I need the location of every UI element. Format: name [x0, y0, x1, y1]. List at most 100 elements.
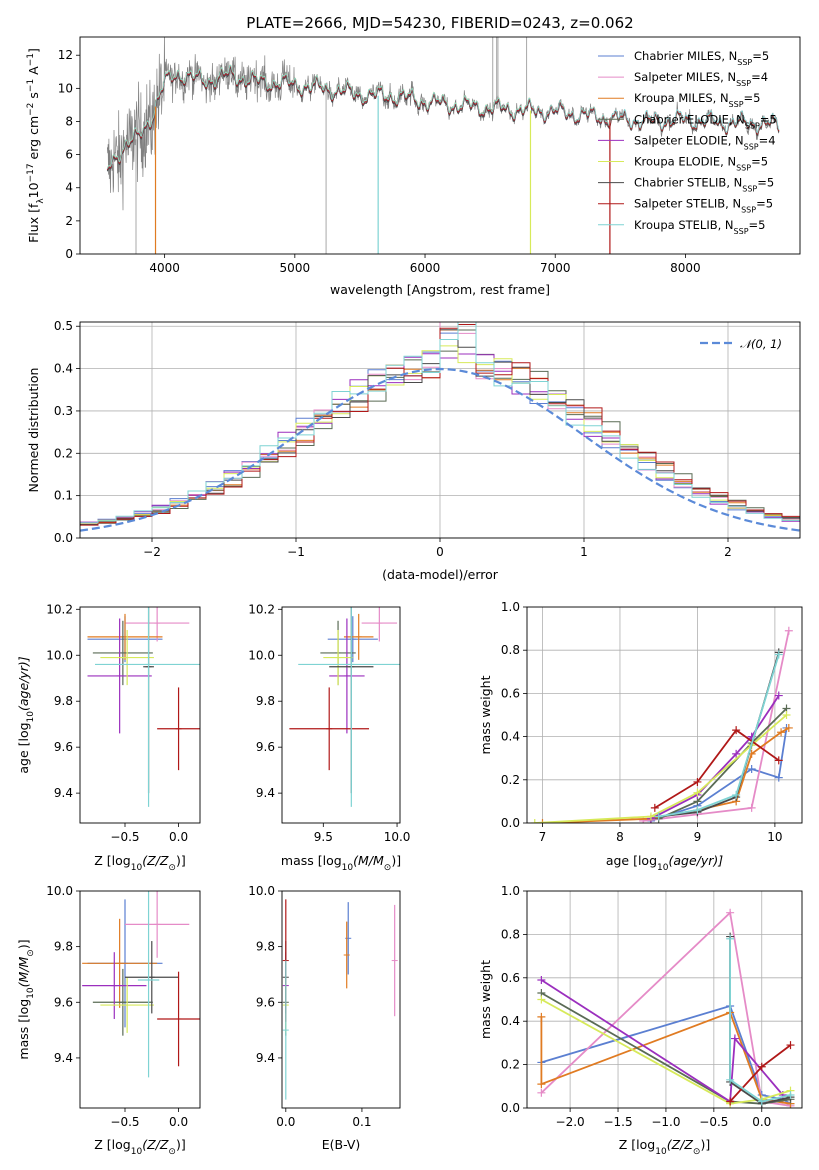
- x-tick-label: 0: [436, 545, 444, 559]
- x-tick-label: 4000: [149, 261, 180, 275]
- weight-marker: [730, 1034, 739, 1043]
- axes-frame: [79, 890, 201, 1109]
- ylabel-label-part: (M/M: [16, 957, 31, 988]
- ylabel-label-part: erg cm: [26, 116, 41, 164]
- xlabel-axis-label: Z [log10(Z/Z⊙)]: [94, 853, 185, 873]
- errorbar-kroupa_elodie: [323, 629, 353, 686]
- plot-area-residuals: [80, 322, 800, 538]
- errorbar-salpeter_miles: [391, 904, 398, 1017]
- legend-entry: Kroupa MILES, NSSP=5: [634, 91, 760, 109]
- y-tick-label: 0.1: [54, 489, 73, 503]
- weight-line-kroupa_stelib: [729, 938, 791, 1103]
- y-tick-label: 0.3: [54, 404, 73, 418]
- weight-line-kroupa_elodie: [540, 998, 791, 1105]
- y-tick-label: 9.8: [256, 694, 275, 708]
- x-tick-label: −2: [143, 545, 161, 559]
- weight-marker: [757, 1062, 766, 1071]
- y-tick-label: 9.6: [256, 995, 275, 1009]
- xlabel-axis-label: Z [log10(Z/Z⊙)]: [94, 1137, 185, 1157]
- y-tick-label: 9.6: [54, 995, 73, 1009]
- weight-marker: [537, 1080, 546, 1089]
- axes-frame: [281, 606, 401, 824]
- x-tick-label: −1.5: [603, 1115, 632, 1129]
- xlabel-label-part: 10: [342, 863, 354, 873]
- model-kroupa_stelib: [106, 64, 780, 169]
- y-tick-label: 9.8: [256, 940, 275, 954]
- xlabel-axis-label: E(B-V): [322, 1137, 361, 1152]
- plot-area-mass_vs_ebv: [282, 899, 398, 1100]
- weight-marker: [726, 908, 735, 917]
- xlabel-label-part: mass [log: [281, 853, 342, 868]
- legend-name: Salpeter STELIB, N: [634, 197, 741, 211]
- y-tick-label: 0.6: [501, 686, 520, 700]
- weight-marker: [646, 812, 655, 821]
- legend-entry: Salpeter STELIB, NSSP=5: [634, 197, 773, 215]
- ylabel-label-part: −1: [26, 79, 36, 92]
- x-tick-label: 6000: [410, 261, 441, 275]
- ylabel-label-part: mass [log: [16, 999, 31, 1060]
- x-tick-label: 0.0: [169, 830, 188, 844]
- x-tick-label: 0.0: [752, 1115, 771, 1129]
- weight-marker: [782, 711, 791, 719]
- x-tick-label: 7: [539, 830, 547, 844]
- weight-marker: [537, 995, 546, 1004]
- xlabel-label-part: (Z/Z: [667, 1137, 694, 1152]
- legend-entry: Chabrier ELODIE, NSSP=5: [634, 112, 777, 130]
- y-tick-label: 0.8: [501, 927, 520, 941]
- legend-name: Kroupa MILES, N: [634, 91, 729, 105]
- weight-marker: [786, 1090, 795, 1099]
- ylabel-label-part: s: [26, 92, 41, 103]
- x-tick-label: 9.5: [314, 830, 333, 844]
- y-tick-label: 12: [58, 48, 73, 62]
- legend-suffix: =5: [751, 155, 768, 169]
- ylabel-label-part: ⊙: [26, 949, 36, 957]
- legend-entry: 𝒩(0, 1): [740, 337, 782, 351]
- observed-spectrum: [106, 37, 780, 211]
- xlabel-label-part: (M/M: [353, 853, 384, 868]
- xlabel-axis-label: mass [log10(M/M⊙)]: [281, 853, 401, 873]
- weight-marker: [747, 803, 756, 812]
- y-tick-label: 0.0: [501, 816, 520, 830]
- y-tick-label: 0.2: [54, 446, 73, 460]
- xlabel-label-part: (Z/Z: [142, 1137, 169, 1152]
- y-tick-label: 9.4: [256, 786, 275, 800]
- xlabel-label-part: Z [log: [94, 1137, 130, 1152]
- y-tick-label: 2: [65, 214, 73, 228]
- ylabel-label-part: 10: [26, 987, 36, 999]
- y-tick-label: 10.0: [46, 648, 73, 662]
- ticks-mass_vs_z: −0.5 0.0 9.4 9.6 9.8 10.0: [46, 884, 188, 1129]
- weight-marker: [693, 788, 702, 797]
- x-tick-label: 2: [724, 545, 732, 559]
- axes-frame: [79, 321, 801, 539]
- legend-name: Salpeter ELODIE, N: [634, 133, 744, 147]
- legend-entry: Kroupa STELIB, NSSP=5: [634, 218, 765, 236]
- y-axis-label: mass weight: [478, 960, 493, 1039]
- legend-entry: Kroupa ELODIE, NSSP=5: [634, 155, 768, 173]
- ylabel-label-part: −1: [26, 53, 36, 66]
- x-tick-label: −0.5: [699, 1115, 728, 1129]
- legend-sub: SSP: [741, 205, 756, 214]
- ticks-mass_vs_ebv: 0.0 0.1 9.4 9.6 9.8 10.0: [248, 884, 371, 1129]
- legend-entry: Salpeter ELODIE, NSSP=4: [634, 133, 776, 151]
- errorbar-salpeter_miles: [125, 891, 190, 958]
- weight-marker: [732, 749, 741, 758]
- weight-marker: [530, 819, 539, 823]
- weight-marker: [654, 812, 663, 821]
- panel-residuals: −2 −1 0 1 2 0.0 0.1 0.2 0.3 0.4 0.5 (data-model)/er…: [26, 319, 801, 582]
- legend-name: Chabrier ELODIE, N: [634, 112, 745, 126]
- panel-mass_vs_z: −0.5 0.09.49.69.810.0Z [log10(Z/Z⊙)]mass …: [16, 884, 201, 1157]
- weight-marker: [774, 650, 783, 659]
- x-tick-label: −1: [287, 545, 305, 559]
- y-tick-label: 0.5: [54, 319, 73, 333]
- errorbar-salpeter_miles: [361, 607, 398, 642]
- xlabel-label-part: 10: [655, 1147, 667, 1157]
- weight-line-salpeter_miles: [643, 630, 790, 822]
- ylabel-label-part: 10: [26, 711, 36, 723]
- ylabel-label-part: )]: [16, 939, 31, 949]
- errorbar-salpeter_stelib: [157, 687, 200, 771]
- y-tick-label: 0.4: [54, 362, 73, 376]
- weight-marker: [537, 975, 546, 984]
- weight-marker: [732, 726, 741, 735]
